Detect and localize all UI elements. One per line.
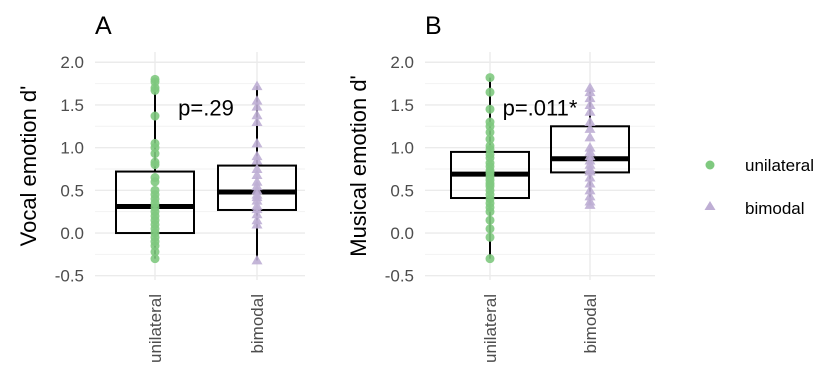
point-unilateral xyxy=(150,149,160,159)
point-bimodal xyxy=(251,137,263,148)
point-bimodal xyxy=(251,169,263,179)
point-unilateral xyxy=(485,73,495,83)
point-bimodal xyxy=(584,106,596,116)
point-unilateral xyxy=(485,232,495,242)
point-bimodal xyxy=(584,166,596,176)
box-unilateral xyxy=(450,73,530,264)
point-bimodal xyxy=(251,208,263,219)
point-bimodal xyxy=(584,92,596,103)
x-tick-label: bimodal xyxy=(581,294,600,354)
y-tick-label: 1.0 xyxy=(390,139,414,158)
y-tick-label: 1.5 xyxy=(60,96,84,115)
y-tick-label: -0.5 xyxy=(55,267,84,286)
point-unilateral xyxy=(485,224,495,234)
box-unilateral xyxy=(115,74,195,264)
panel-letter: A xyxy=(95,12,112,40)
point-bimodal xyxy=(584,178,596,188)
point-bimodal xyxy=(251,195,263,205)
point-bimodal xyxy=(251,80,263,91)
y-tick-label: 0.0 xyxy=(390,224,414,243)
y-tick-label: 0.5 xyxy=(390,181,414,200)
point-unilateral xyxy=(485,104,495,114)
point-bimodal xyxy=(251,254,263,265)
box-bimodal xyxy=(550,82,630,209)
point-bimodal xyxy=(584,86,596,97)
point-bimodal xyxy=(251,95,263,105)
point-unilateral xyxy=(150,111,160,121)
point-bimodal xyxy=(251,109,263,120)
y-tick-label: 2.0 xyxy=(60,53,84,72)
point-unilateral xyxy=(150,254,160,264)
point-bimodal xyxy=(584,199,596,209)
panel-letter: B xyxy=(425,12,442,40)
legend-unilateral-marker xyxy=(705,160,715,170)
y-tick-label: 1.5 xyxy=(390,96,414,115)
legend-bimodal-label: bimodal xyxy=(745,199,805,218)
point-unilateral xyxy=(485,207,495,217)
legend-unilateral-label: unilateral xyxy=(745,156,814,175)
point-bimodal xyxy=(584,123,596,133)
point-unilateral xyxy=(150,247,160,257)
point-bimodal xyxy=(584,184,596,195)
y-tick-label: 2.0 xyxy=(390,53,414,72)
point-unilateral xyxy=(485,215,495,225)
point-bimodal xyxy=(584,131,596,142)
x-tick-label: unilateral xyxy=(146,294,165,363)
point-unilateral xyxy=(485,254,495,264)
box-bimodal xyxy=(217,80,297,265)
p-value-annotation: p=.29 xyxy=(178,96,234,121)
point-bimodal xyxy=(584,190,596,201)
point-bimodal xyxy=(584,172,596,182)
y-tick-label: 1.0 xyxy=(60,139,84,158)
panel-b: -0.5 0.0 0.5 1.0 1.5 2.0 B Musical emotion d' un… xyxy=(346,12,655,363)
point-unilateral xyxy=(485,87,495,97)
point-unilateral xyxy=(150,160,160,170)
point-bimodal xyxy=(251,203,263,214)
point-bimodal xyxy=(584,99,596,109)
x-tick-label: bimodal xyxy=(248,294,267,354)
point-bimodal xyxy=(251,116,263,127)
y-axis-label: Vocal emotion d' xyxy=(16,86,41,247)
point-bimodal xyxy=(251,101,263,111)
point-bimodal xyxy=(584,116,596,127)
y-tick-label: 0.0 xyxy=(60,224,84,243)
panel-a: -0.5 0.0 0.5 1.0 1.5 2.0 A Vocal emotion d' unil… xyxy=(16,12,305,363)
point-unilateral xyxy=(485,127,495,137)
y-tick-label: 0.5 xyxy=(60,181,84,200)
point-bimodal xyxy=(251,163,263,173)
legend: unilateral bimodal xyxy=(704,156,814,218)
y-axis-label: Musical emotion d' xyxy=(346,75,371,257)
point-bimodal xyxy=(251,218,263,229)
y-tick-label: -0.5 xyxy=(385,267,414,286)
x-tick-label: unilateral xyxy=(481,294,500,363)
point-unilateral xyxy=(150,177,160,187)
legend-bimodal-marker xyxy=(704,201,716,210)
grid xyxy=(425,52,655,280)
point-bimodal xyxy=(251,154,263,165)
p-value-annotation: p=.011* xyxy=(503,96,578,121)
point-unilateral xyxy=(150,85,160,95)
point-unilateral xyxy=(485,134,495,144)
